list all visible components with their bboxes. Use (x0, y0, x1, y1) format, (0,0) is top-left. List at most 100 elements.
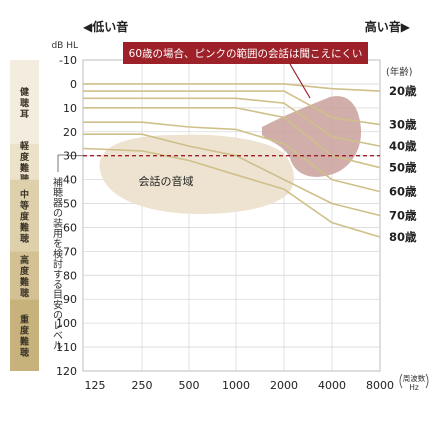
x-tick-label: 125 (85, 379, 106, 392)
sidebar-band-4 (10, 251, 39, 300)
sidebar-band-char: 度 (20, 211, 30, 223)
sidebar-band-label-1: 健聴耳 (20, 86, 29, 120)
x-unit-line-1: 周波数 (403, 373, 426, 383)
sidebar-band-label-2: 軽度難聴 (20, 140, 30, 185)
y-tick-label: 90 (63, 293, 77, 306)
sidebar-band-char: 難 (20, 162, 29, 174)
series-line-20歳 (83, 83, 381, 92)
threshold-char: る (53, 279, 63, 291)
series-label: 50歳 (389, 161, 417, 175)
sidebar-band-char: 難 (20, 222, 29, 234)
y-tick-label: 110 (56, 341, 77, 354)
threshold-char: ル (53, 341, 63, 352)
y-tick-label: 70 (63, 245, 77, 258)
y-unit-label: dB HL (51, 41, 78, 51)
threshold-text: 補聴器の装用を検討する目安のレベル (53, 176, 63, 352)
sidebar-band-text: 高度難聴 (20, 254, 30, 299)
sidebar-band-3 (10, 179, 39, 252)
y-tick-label: 20 (63, 126, 77, 139)
x-unit-bracket-left (399, 373, 403, 389)
threshold-char: の (53, 311, 63, 322)
sidebar-band-char: 聴 (20, 347, 29, 359)
x-tick-label: 4000 (318, 379, 346, 392)
y-tick-label: 0 (70, 78, 77, 91)
sidebar-band-label-4: 高度難聴 (20, 254, 30, 299)
y-tick-label: 50 (63, 198, 77, 211)
threshold-char: レ (53, 321, 63, 332)
series-label: 70歳 (389, 209, 417, 223)
sidebar-band-char: 聴 (20, 287, 29, 299)
callout-pointer (289, 63, 311, 99)
threshold-char: 検 (53, 247, 63, 260)
series-line-70歳 (83, 133, 381, 217)
high-pitch-label: 高い音▶ (365, 19, 411, 34)
threshold-char: を (53, 238, 63, 250)
x-unit-label: 周波数 Hz (399, 373, 429, 392)
series-line-60歳 (83, 121, 381, 193)
series-label: 30歳 (389, 118, 417, 132)
sidebar-band-char: 軽 (20, 140, 30, 152)
callout-text: 60歳の場合、ピンクの範囲の会話は聞こえにくい (129, 47, 363, 60)
callout-box (123, 42, 368, 64)
x-tick-label: 250 (132, 379, 153, 392)
chart-labels: -10 0 10 20 30 40 50 60 70 80 90 100 110 120 125 250 500… (51, 19, 429, 392)
y-tick-label: 100 (56, 317, 77, 330)
y-tick-label: 30 (63, 150, 77, 163)
x-unit-bracket-right (425, 373, 429, 389)
hearing-level-sidebar: 健聴耳軽度難聴中等度難聴高度難聴重度難聴 (10, 60, 39, 371)
sidebar-band-2 (10, 143, 39, 180)
sidebar-band-char: 度 (20, 265, 30, 277)
series-lines (67, 83, 381, 238)
threshold-char: 装 (53, 217, 63, 230)
age-header: (年齢) (386, 66, 412, 78)
sidebar-band-label-3: 中等度難聴 (19, 189, 30, 245)
sidebar-band-char: 健 (20, 86, 29, 98)
x-tick-label: 500 (179, 379, 200, 392)
threshold-char: 討 (53, 258, 63, 271)
x-unit-line-2: Hz (409, 383, 419, 392)
x-unit-text: 周波数 Hz (403, 373, 426, 392)
threshold-char: 安 (53, 298, 63, 311)
speech-area (99, 134, 294, 214)
series-label: 40歳 (389, 139, 417, 153)
series-label: 80歳 (389, 230, 417, 244)
callout: 60歳の場合、ピンクの範囲の会話は聞こえにくい (123, 42, 368, 99)
x-tick-label: 2000 (270, 379, 298, 392)
sidebar-band-label-5: 重度難聴 (20, 314, 30, 359)
sidebar-band-text: 重度難聴 (20, 314, 30, 359)
series-line-40歳 (83, 97, 381, 147)
x-tick-label: 8000 (366, 379, 394, 392)
sidebar-band-text: 健聴耳 (20, 86, 29, 120)
sidebar-band-char: 中 (20, 189, 29, 201)
sidebar-band-char: 度 (20, 325, 30, 337)
sidebar-band-char: 聴 (20, 173, 29, 185)
y-tick-label: 120 (56, 365, 77, 378)
sidebar-band-char: 難 (20, 276, 29, 288)
series-line-80歳 (82, 147, 381, 238)
threshold-char: 聴 (53, 187, 63, 199)
y-tick-label: 10 (63, 102, 77, 115)
sidebar-band-5 (10, 299, 39, 371)
x-tick-label: 1000 (222, 379, 250, 392)
sidebar-band-char: 重 (20, 314, 29, 326)
threshold-char: 目 (53, 290, 63, 301)
threshold-char: す (53, 269, 63, 281)
sidebar-band-char: 等 (19, 200, 29, 212)
y-tick-label: 40 (63, 174, 77, 187)
y-tick-label: 80 (63, 269, 77, 282)
threshold-char: 器 (53, 197, 63, 209)
sidebar-band-char: 高 (20, 254, 29, 266)
speech-area-label: 会話の音域 (139, 174, 194, 188)
series-label: 20歳 (389, 84, 417, 98)
threshold-char: 補 (53, 176, 63, 189)
sidebar-band-char: 聴 (20, 233, 29, 245)
threshold-annotation: 補聴器の装用を検討する目安のレベル (53, 154, 67, 352)
sidebar-band-char: 度 (20, 151, 30, 163)
sidebar-band-1 (10, 60, 39, 144)
series-line-30歳 (83, 90, 381, 126)
y-tick-label: -10 (59, 54, 77, 67)
threshold-char: 用 (53, 229, 63, 240)
threshold-char: ベ (53, 330, 63, 342)
sidebar-band-char: 聴 (20, 97, 29, 109)
